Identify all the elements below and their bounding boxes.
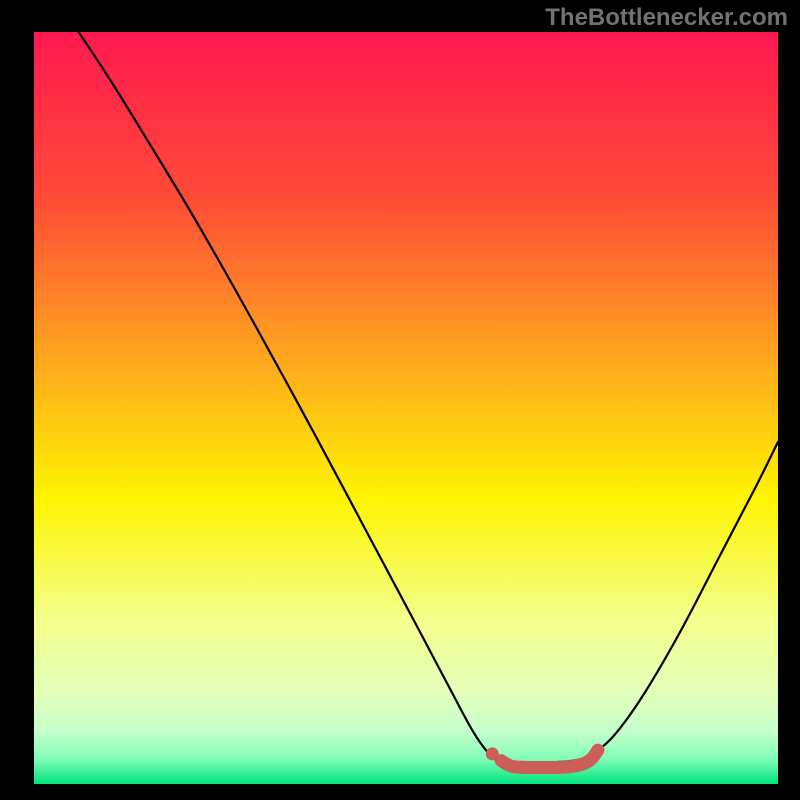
chart-container: TheBottlenecker.com — [0, 0, 800, 800]
highlight-start-dot — [486, 747, 499, 760]
chart-svg — [34, 32, 778, 784]
plot-area — [34, 32, 778, 784]
gradient-background — [34, 32, 778, 784]
watermark-text: TheBottlenecker.com — [545, 4, 788, 32]
